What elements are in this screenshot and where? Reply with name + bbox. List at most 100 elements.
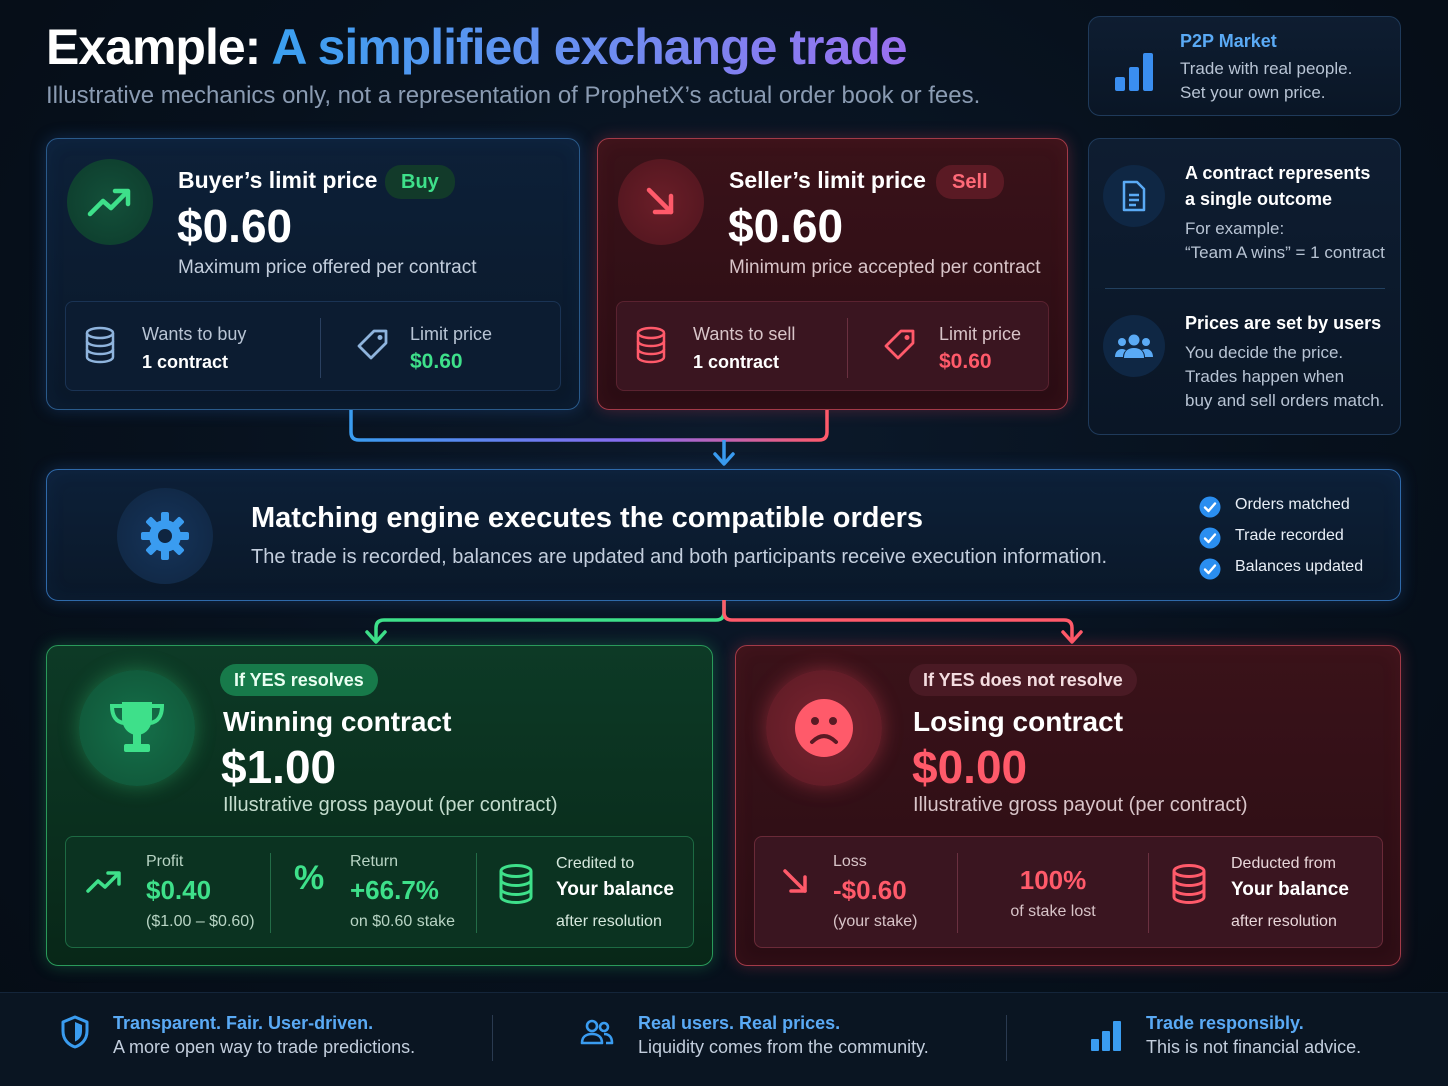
divider (1105, 288, 1385, 289)
trend-down-icon-circle (618, 159, 704, 245)
trophy-icon (109, 702, 165, 752)
credit-note: after resolution (556, 913, 662, 930)
seller-price: $0.60 (728, 200, 844, 252)
engine-body: The trade is recorded, balances are upda… (251, 546, 1108, 568)
footer-3-body: This is not financial advice. (1146, 1037, 1362, 1057)
buyer-wants-label: Wants to buy (142, 324, 247, 344)
winning-contract-card: If YES resolves Winning contract $1.00 I… (46, 645, 713, 966)
buyer-heading: Buyer’s limit price (178, 167, 378, 193)
divider (492, 1015, 493, 1061)
deduct-note: after resolution (1231, 913, 1337, 930)
matching-engine-card: Matching engine executes the compatible … (46, 469, 1401, 601)
gear-icon-circle (117, 488, 213, 584)
seller-details-box: Wants to sell 1 contract Limit price $0.… (616, 301, 1049, 391)
loss-note: (your stake) (833, 913, 918, 930)
check-item: Trade recorded (1199, 525, 1389, 551)
seller-caption: Minimum price accepted per contract (729, 257, 1041, 278)
merge-connector (349, 410, 829, 466)
contract-title-2: a single outcome (1185, 189, 1333, 209)
check-circle-icon (1199, 558, 1221, 580)
loss-label: Loss (833, 853, 867, 870)
seller-card: Seller’s limit price Sell $0.60 Minimum … (597, 138, 1068, 410)
divider (957, 853, 958, 933)
divider (476, 853, 477, 933)
price-tag-icon (884, 329, 915, 360)
return-value: +66.7% (350, 875, 439, 905)
buyer-wants-value: 1 contract (142, 352, 229, 372)
lose-amount: $0.00 (912, 741, 1028, 793)
split-connector (365, 600, 1083, 644)
contract-body-2: “Team A wins” = 1 contract (1185, 243, 1385, 262)
divider (1148, 853, 1149, 933)
profit-note: ($1.00 – $0.60) (146, 913, 255, 930)
seller-wants-label: Wants to sell (693, 324, 796, 344)
win-title: Winning contract (223, 706, 452, 737)
buyer-limit-label: Limit price (410, 324, 493, 344)
win-amount: $1.00 (221, 741, 337, 793)
buyer-limit-value: $0.60 (410, 350, 463, 373)
prices-body-2: Trades happen when (1185, 367, 1345, 386)
win-details-box: Profit $0.40 ($1.00 – $0.60) % Return +6… (65, 836, 694, 948)
document-icon-circle (1103, 165, 1165, 227)
sell-badge: Sell (936, 165, 1004, 199)
prices-body-3: buy and sell orders match. (1185, 391, 1385, 410)
arrow-down-right-icon (646, 187, 674, 215)
lose-caption: Illustrative gross payout (per contract) (913, 794, 1248, 816)
trend-up-icon (86, 871, 121, 893)
check-label: Orders matched (1235, 496, 1350, 513)
footer-1-body: A more open way to trade predictions. (113, 1037, 416, 1057)
footer-1-title: Transparent. Fair. User-driven. (113, 1013, 374, 1033)
trophy-icon-circle (79, 670, 195, 786)
price-tag-icon (357, 329, 388, 360)
win-caption: Illustrative gross payout (per contract) (223, 794, 558, 816)
trend-up-icon-circle (67, 159, 153, 245)
buyer-details-box: Wants to buy 1 contract Limit price $0.6… (65, 301, 561, 391)
arrow-down-right-icon (783, 869, 807, 893)
check-item: Orders matched (1199, 494, 1389, 520)
users-icon-circle (1103, 315, 1165, 377)
profit-label: Profit (146, 853, 184, 870)
engine-title: Matching engine executes the compatible … (251, 502, 923, 534)
buy-badge: Buy (385, 165, 455, 199)
sad-face-icon (795, 699, 853, 757)
seller-wants-value: 1 contract (693, 352, 780, 372)
credit-label: Credited to (556, 855, 635, 872)
contract-title-1: A contract represents (1185, 163, 1371, 183)
coins-stack-icon (85, 326, 115, 364)
page-title: Example: A simplified exchange trade (46, 19, 908, 75)
document-icon (1122, 180, 1146, 212)
yes-not-resolve-badge: If YES does not resolve (909, 664, 1137, 696)
p2p-line1: Trade with real people. (1180, 59, 1353, 78)
stake-lost-percent: 100% (1019, 865, 1087, 895)
p2p-market-card: P2P Market Trade with real people. Set y… (1088, 16, 1401, 116)
trend-up-icon (87, 188, 131, 217)
check-item: Balances updated (1199, 556, 1389, 582)
return-note: on $0.60 stake (350, 913, 455, 930)
seller-limit-value: $0.60 (939, 350, 992, 373)
seller-limit-label: Limit price (939, 324, 1022, 344)
users-icon (1115, 334, 1153, 358)
users-icon (580, 1019, 614, 1045)
footer-3-title: Trade responsibly. (1146, 1013, 1304, 1033)
coins-stack-icon (499, 864, 533, 905)
buyer-card: Buyer’s limit price Buy $0.60 Maximum pr… (46, 138, 580, 410)
lose-title: Losing contract (913, 706, 1124, 737)
footer-2-body: Liquidity comes from the community. (638, 1037, 929, 1057)
percent-icon: % (294, 859, 325, 897)
profit-value: $0.40 (146, 875, 212, 905)
footer-2-title: Real users. Real prices. (638, 1013, 841, 1033)
check-label: Balances updated (1235, 558, 1364, 575)
divider (320, 318, 321, 378)
divider (1006, 1015, 1007, 1061)
page-subtitle: Illustrative mechanics only, not a repre… (46, 82, 981, 109)
loss-value: -$0.60 (833, 875, 907, 905)
yes-resolves-badge: If YES resolves (220, 664, 378, 696)
lose-details-box: Loss -$0.60 (your stake) 100% of stake l… (754, 836, 1383, 948)
divider (270, 853, 271, 933)
deduct-value: Your balance (1231, 879, 1349, 900)
contract-body-1: For example: (1185, 219, 1285, 238)
deduct-label: Deducted from (1231, 855, 1336, 872)
seller-heading: Seller’s limit price (729, 167, 926, 193)
p2p-line2: Set your own price. (1180, 83, 1326, 102)
gear-icon (141, 512, 189, 560)
